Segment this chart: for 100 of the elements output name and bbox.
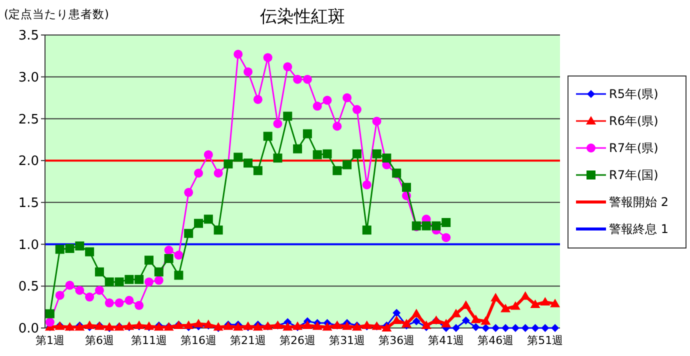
point (392, 308, 401, 317)
point (332, 166, 342, 176)
point (421, 320, 432, 329)
point (194, 168, 204, 178)
point (84, 320, 95, 329)
point (154, 267, 164, 276)
y-tick-label: 1.5 (18, 196, 39, 211)
point (521, 324, 530, 332)
point (322, 149, 332, 158)
point (460, 300, 471, 309)
point (482, 324, 490, 332)
point (94, 286, 104, 295)
point (253, 166, 262, 176)
point (85, 247, 94, 256)
point (412, 317, 420, 326)
point (244, 67, 253, 76)
point (253, 94, 262, 104)
point (332, 122, 342, 131)
point (75, 241, 84, 250)
point (114, 277, 124, 286)
point (214, 226, 223, 235)
x-tick-label: 第36週 (378, 334, 415, 347)
point (94, 267, 104, 276)
point (55, 290, 64, 300)
x-tick-label: 第21週 (230, 334, 266, 347)
point (124, 274, 134, 284)
point (174, 250, 184, 260)
point (114, 298, 124, 308)
point (164, 254, 174, 264)
point (472, 323, 480, 332)
point (442, 233, 451, 242)
point (65, 244, 74, 253)
point (124, 296, 134, 305)
x-tick-label: 第16週 (180, 334, 217, 347)
point (322, 96, 332, 105)
point (184, 188, 194, 197)
point (154, 276, 164, 285)
x-tick-label: 第41週 (428, 334, 464, 347)
point (382, 154, 392, 163)
point (510, 301, 520, 310)
y-axis-title: (定点当たり患者数) (4, 7, 109, 21)
point (502, 324, 510, 332)
point (184, 228, 194, 238)
point (164, 246, 174, 255)
point (352, 149, 362, 158)
point (144, 277, 154, 286)
point (45, 318, 54, 327)
point (273, 119, 282, 128)
point (342, 321, 352, 330)
point (244, 158, 253, 168)
point (362, 180, 372, 190)
point (293, 144, 302, 154)
point (234, 50, 243, 59)
point (352, 105, 362, 114)
point (312, 150, 322, 160)
point (134, 300, 144, 310)
point (302, 129, 312, 138)
point (234, 152, 243, 162)
point (422, 221, 431, 230)
legend-label: R6年(県) (609, 114, 658, 128)
point (302, 320, 312, 329)
point (530, 300, 540, 308)
point (372, 116, 382, 126)
x-tick-label: 第46週 (478, 334, 514, 347)
point (550, 298, 560, 308)
point (194, 318, 204, 328)
point (312, 102, 322, 111)
point (263, 132, 272, 141)
legend-label: R7年(国) (609, 168, 658, 182)
point (362, 226, 372, 235)
point (342, 160, 352, 170)
chart-title: 伝染性紅斑 (260, 7, 345, 27)
point (85, 292, 94, 302)
point (470, 314, 481, 324)
point (500, 304, 511, 312)
y-tick-label: 3.0 (18, 70, 39, 86)
point (480, 316, 491, 325)
point (540, 297, 550, 306)
point (194, 218, 204, 228)
x-tick-label: 第51週 (527, 334, 564, 347)
point (283, 112, 292, 121)
point (520, 291, 530, 300)
point (451, 308, 462, 318)
y-tick-label: 2.0 (18, 154, 39, 170)
y-tick-label: 3.5 (18, 28, 39, 44)
point (104, 298, 114, 308)
x-tick-label: 第6週 (84, 334, 114, 347)
point (511, 324, 520, 332)
point (402, 182, 411, 192)
point (144, 256, 154, 265)
point (401, 318, 412, 328)
point (134, 274, 144, 284)
point (204, 150, 213, 160)
legend-label: R5年(県) (609, 87, 658, 102)
point (342, 93, 352, 102)
point (293, 74, 302, 84)
point (282, 322, 293, 331)
y-tick-label: 1.0 (18, 238, 39, 253)
y-tick-label: 2.5 (18, 112, 39, 128)
point (551, 324, 560, 332)
